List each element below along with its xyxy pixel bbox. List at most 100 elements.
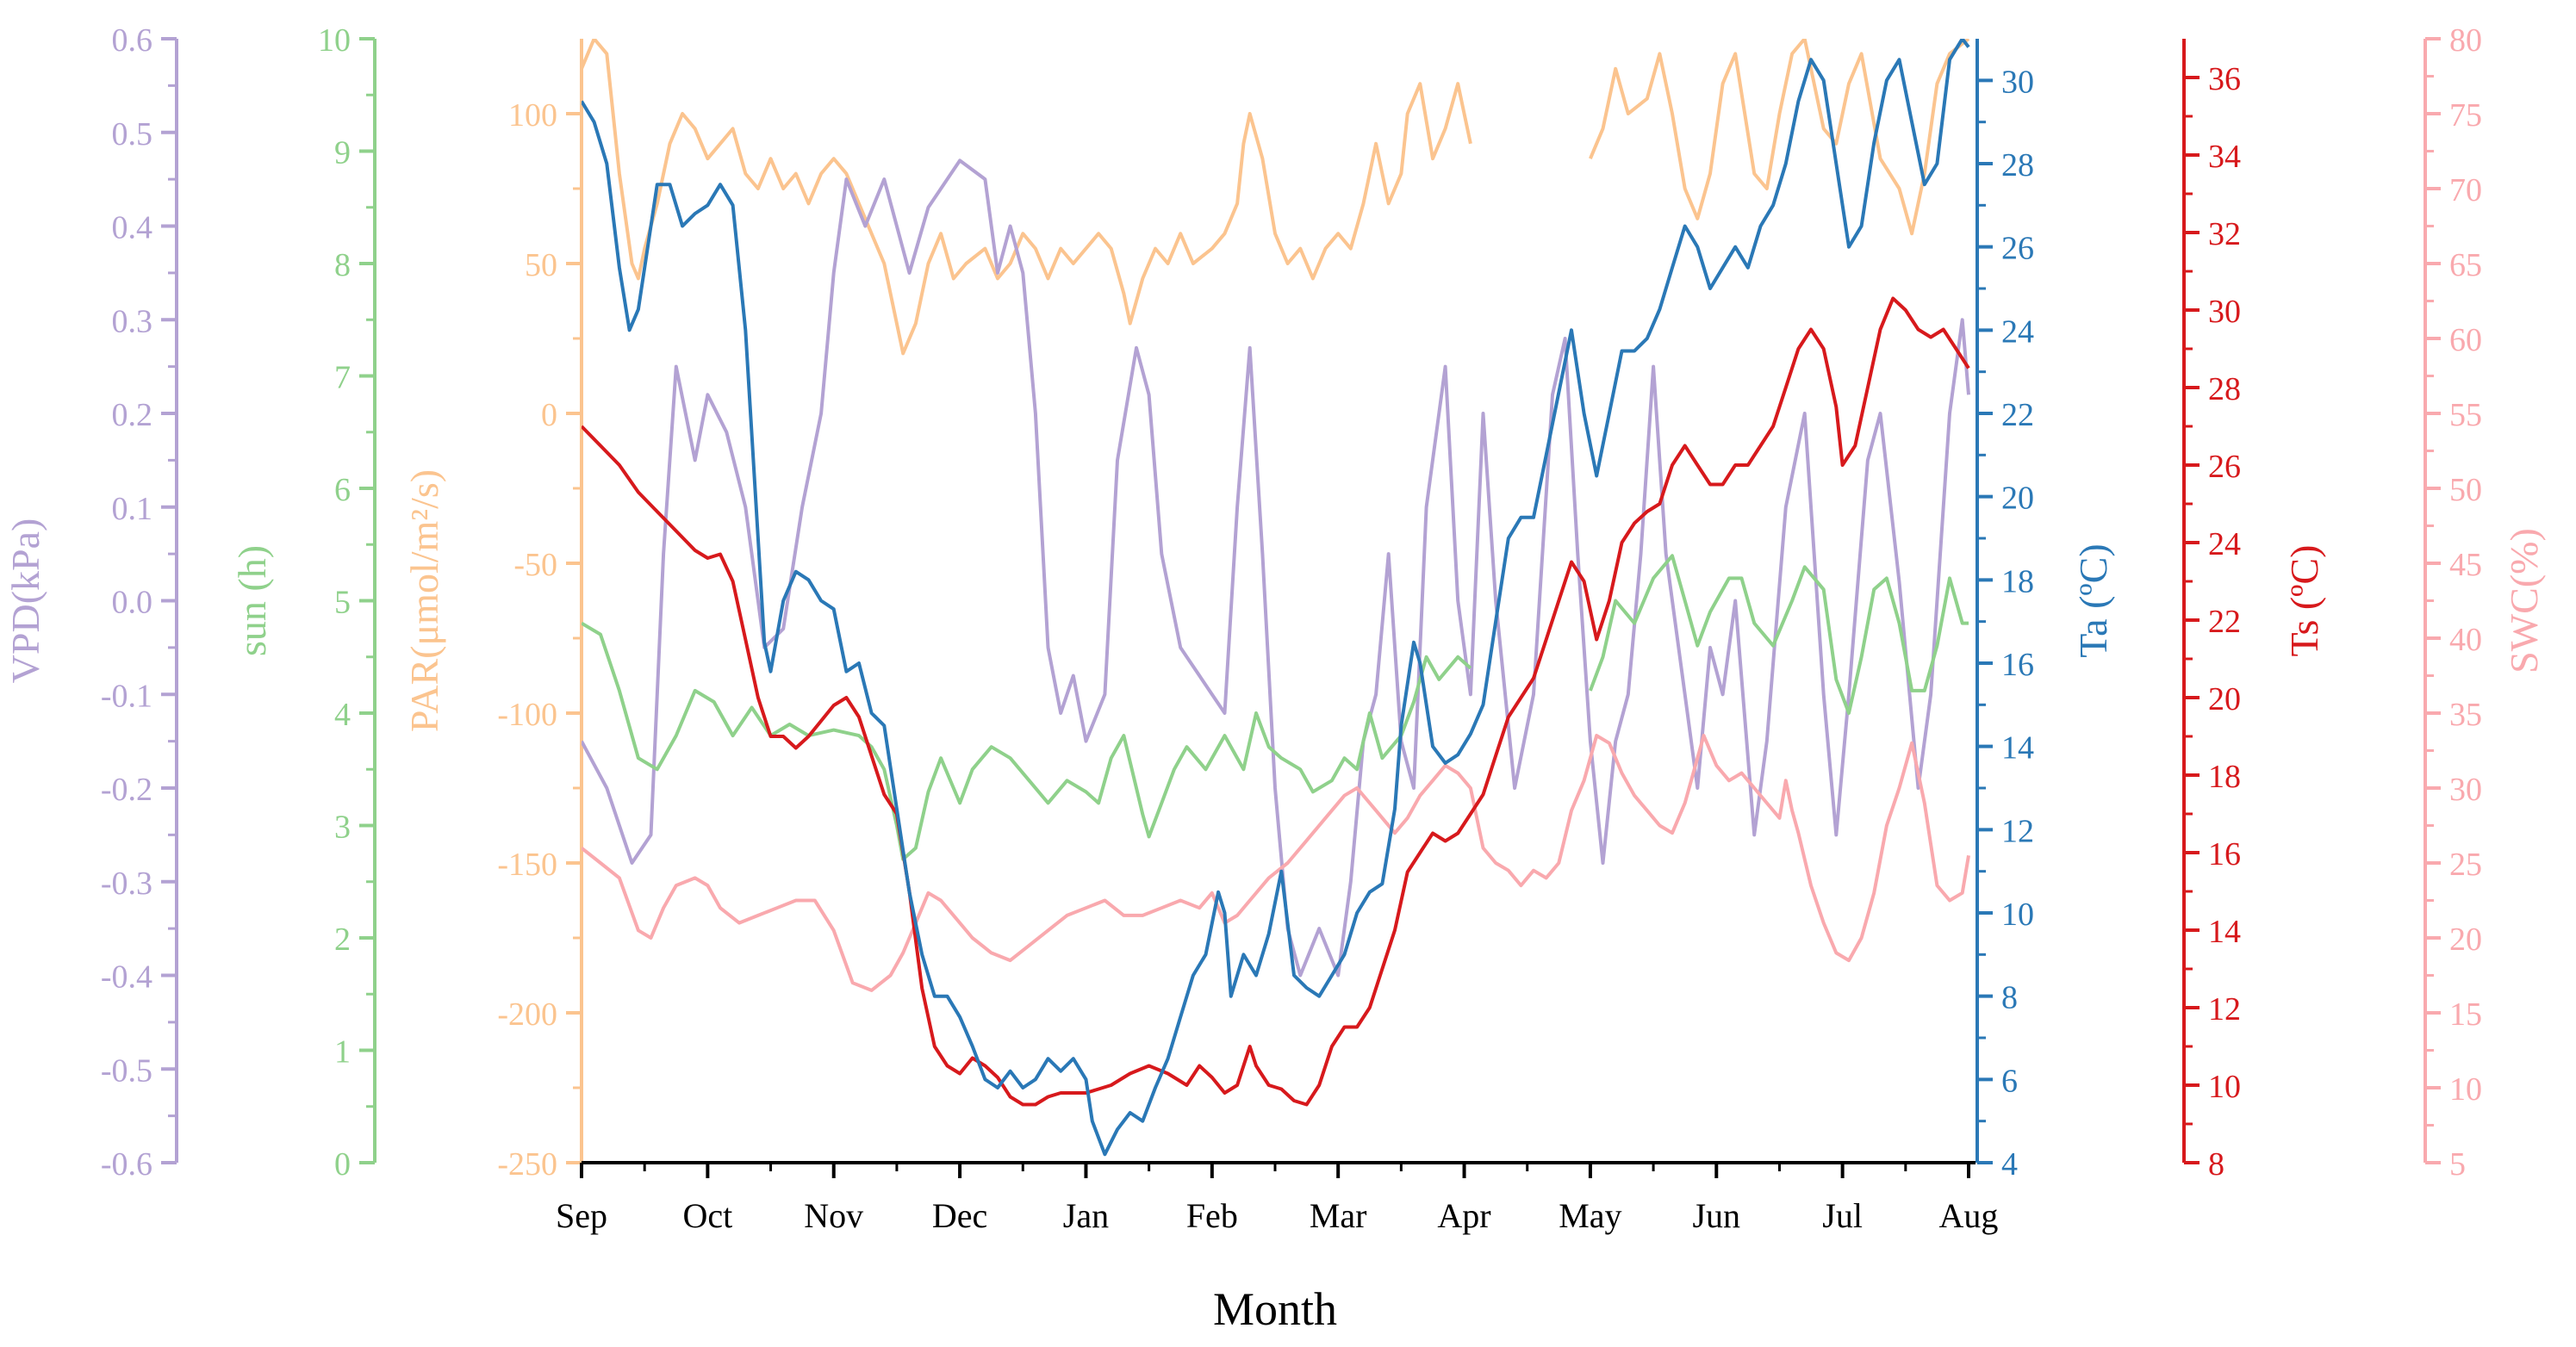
sun-tick-label: 4 (334, 697, 351, 733)
ta-tick-label: 8 (2001, 980, 2018, 1016)
sun-tick-label: 7 (334, 360, 351, 396)
swc-tick-label: 55 (2449, 397, 2482, 433)
ta-axis: 30 28 26 24 22 20 18 16 14 12 10 8 6 4 Ta (ºC) (1976, 39, 2115, 1183)
par-axis-title: PAR(μmol/m²/s) (402, 469, 446, 732)
vpd-tick-label: -0.3 (101, 866, 152, 902)
swc-tick-label: 5 (2449, 1146, 2466, 1183)
vpd-axis-title: VPD(kPa) (3, 518, 47, 684)
vpd-tick-label: 0.4 (112, 210, 153, 246)
sun-tick-label: 8 (334, 247, 351, 283)
swc-tick-label: 50 (2449, 472, 2482, 508)
vpd-tick-label: -0.2 (101, 772, 152, 808)
swc-tick-label: 35 (2449, 697, 2482, 733)
ts-tick-label: 8 (2208, 1146, 2224, 1183)
ts-tick-label: 24 (2208, 526, 2241, 562)
par-tick-label: 100 (508, 97, 557, 133)
swc-tick-label: 65 (2449, 247, 2482, 283)
ts-tick-label: 22 (2208, 604, 2241, 640)
ts-tick-label: 10 (2208, 1069, 2241, 1105)
par-tick-label: -50 (513, 547, 557, 583)
ta-tick-label: 10 (2001, 897, 2034, 933)
x-tick-label: Apr (1437, 1196, 1490, 1235)
ta-line (582, 39, 1970, 1157)
ta-tick-label: 18 (2001, 563, 2034, 599)
vpd-tick-label: 0.1 (112, 491, 153, 527)
swc-tick-label: 60 (2449, 322, 2482, 358)
ts-tick-label: 28 (2208, 371, 2241, 407)
swc-tick-label: 30 (2449, 772, 2482, 808)
ta-tick-label: 30 (2001, 64, 2034, 100)
sun-line-segment-2 (1589, 554, 1969, 715)
sun-line (582, 621, 1472, 861)
swc-series (582, 734, 1970, 992)
x-tick-label: Jan (1063, 1196, 1109, 1235)
ts-tick-label: 16 (2208, 836, 2241, 872)
ts-axis-title: Ts (ºC) (2282, 545, 2326, 657)
axes-layer: 0.6 0.5 0.4 0.3 0.2 0.1 0.0 -0.1 -0.2 -0.3 -0.4 -0.… (3, 22, 2546, 1183)
ts-tick-label: 26 (2208, 449, 2241, 485)
ts-line (582, 296, 1970, 1107)
vpd-tick-label: 0.2 (112, 397, 153, 433)
x-tick-label: Nov (804, 1196, 863, 1235)
par-tick-label: -100 (497, 697, 557, 733)
swc-tick-label: 45 (2449, 547, 2482, 583)
swc-tick-label: 15 (2449, 996, 2482, 1033)
ts-tick-label: 34 (2208, 139, 2241, 175)
vpd-tick-label: -0.4 (101, 959, 152, 996)
ta-tick-label: 26 (2001, 231, 2034, 267)
ts-tick-label: 14 (2208, 914, 2241, 950)
sun-tick-label: 9 (334, 135, 351, 171)
ts-axis: 36 34 32 30 28 26 24 22 20 18 16 14 12 10 8 Ts (ºC) (2182, 39, 2326, 1183)
vpd-axis: 0.6 0.5 0.4 0.3 0.2 0.1 0.0 -0.1 -0.2 -0.3 -0.4 -0.… (3, 22, 178, 1183)
ta-tick-label: 22 (2001, 397, 2034, 433)
ts-tick-label: 18 (2208, 759, 2241, 795)
swc-tick-label: 10 (2449, 1071, 2482, 1108)
ta-series (582, 39, 1970, 1157)
sun-tick-label: 0 (334, 1146, 351, 1183)
ts-tick-label: 36 (2208, 61, 2241, 97)
sun-tick-label: 2 (334, 922, 351, 958)
vpd-tick-label: -0.5 (101, 1052, 152, 1089)
ts-tick-label: 12 (2208, 991, 2241, 1027)
ta-tick-label: 24 (2001, 313, 2034, 350)
x-axis-title: Month (1213, 1283, 1337, 1335)
vpd-tick-label: 0.5 (112, 116, 153, 152)
swc-tick-label: 80 (2449, 22, 2482, 59)
vpd-tick-label: 0.3 (112, 303, 153, 339)
x-tick-label: Jul (1822, 1196, 1863, 1235)
vpd-line (582, 158, 1970, 978)
swc-tick-label: 70 (2449, 172, 2482, 208)
swc-tick-label: 40 (2449, 622, 2482, 658)
ts-tick-label: 20 (2208, 681, 2241, 717)
swc-tick-label: 20 (2449, 922, 2482, 958)
ts-tick-label: 32 (2208, 216, 2241, 252)
sun-tick-label: 6 (334, 472, 351, 508)
vpd-tick-label: 0.0 (112, 585, 153, 621)
x-tick-label: Sep (556, 1196, 607, 1235)
vpd-tick-label: 0.6 (112, 22, 153, 59)
vpd-tick-label: -0.1 (101, 678, 152, 714)
par-series (582, 39, 1970, 356)
ta-tick-label: 16 (2001, 647, 2034, 683)
ta-tick-label: 14 (2001, 730, 2034, 767)
x-tick-label: Oct (682, 1196, 732, 1235)
ts-series (582, 296, 1970, 1107)
x-axis: Sep Oct Nov Dec Jan Feb Mar Apr May Jun Jul Aug (556, 1161, 1999, 1235)
series-layer (582, 39, 1970, 1157)
sun-tick-label: 3 (334, 810, 351, 846)
ta-tick-label: 28 (2001, 147, 2034, 183)
swc-tick-label: 75 (2449, 97, 2482, 133)
par-line (582, 39, 1472, 356)
sun-series (582, 554, 1969, 861)
sun-tick-label: 1 (334, 1034, 351, 1071)
vpd-tick-label: -0.6 (101, 1146, 152, 1183)
x-tick-label: Aug (1939, 1196, 1999, 1235)
par-tick-label: -200 (497, 996, 557, 1033)
swc-line (582, 734, 1970, 992)
par-tick-label: -150 (497, 847, 557, 883)
par-tick-label: -250 (497, 1146, 557, 1183)
x-tick-label: Dec (932, 1196, 987, 1235)
sun-tick-label: 10 (318, 22, 351, 59)
vpd-series (582, 158, 1970, 978)
